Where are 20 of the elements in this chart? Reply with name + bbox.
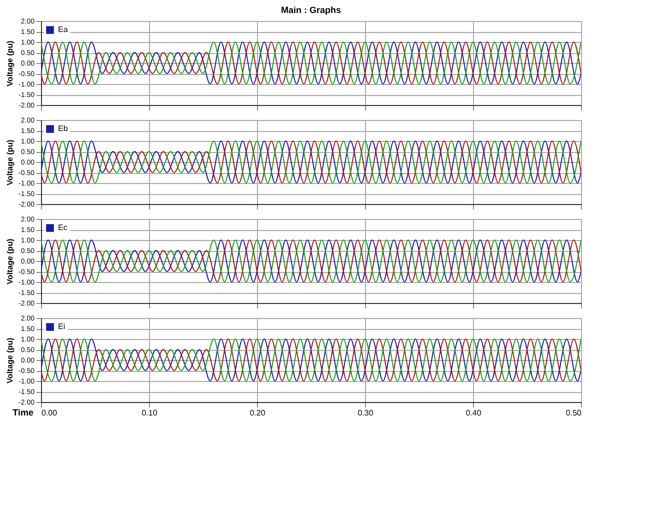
x-tick-label: 0.10 — [142, 408, 158, 418]
x-tick-label: 0.00 — [42, 408, 58, 418]
y-axis-title: Voltage (pu) — [6, 40, 15, 86]
line-series — [41, 140, 581, 184]
legend-label: Ei — [58, 322, 66, 331]
x-tick-label: 0.50 — [566, 408, 582, 418]
x-tick-label: 0.30 — [358, 408, 374, 418]
line-series — [41, 42, 581, 84]
legend-label: Ec — [58, 223, 68, 232]
y-axis-title: Voltage (pu) — [6, 238, 15, 284]
line-series — [41, 338, 581, 382]
chart-title: Main : Graphs — [280, 5, 342, 15]
legend-label: Eb — [58, 124, 68, 133]
x-axis-title: Time — [12, 408, 34, 418]
line-series — [41, 240, 581, 282]
y-axis-title: Voltage (pu) — [6, 337, 15, 384]
x-tick-label: 0.20 — [250, 408, 266, 418]
y-axis-title: Voltage (pu) — [6, 139, 15, 186]
legend-label: Ea — [58, 25, 68, 34]
x-tick-label: 0.40 — [466, 408, 482, 418]
